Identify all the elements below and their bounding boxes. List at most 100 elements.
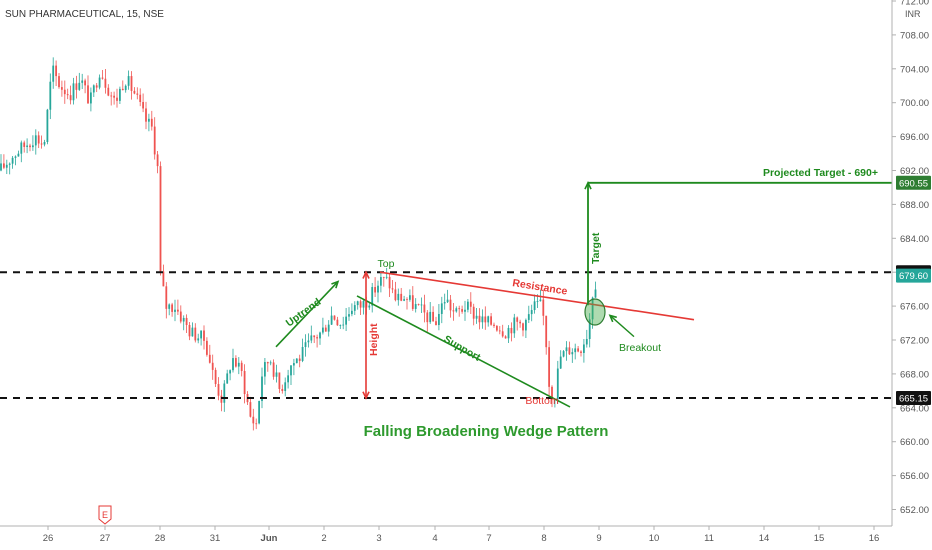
- candle-body: [81, 80, 84, 83]
- candle-body: [330, 315, 333, 325]
- candle-body: [226, 373, 229, 384]
- candle-body: [229, 370, 231, 374]
- x-tick-label: 9: [596, 533, 601, 544]
- candle-body: [11, 157, 14, 164]
- candle-body: [211, 362, 214, 370]
- candle-body: [333, 315, 336, 320]
- y-tick-label: 676.00: [900, 302, 929, 313]
- candle-body: [174, 309, 176, 312]
- candle-body: [591, 297, 594, 320]
- candle-body: [490, 316, 492, 325]
- candle-body: [191, 327, 194, 337]
- earnings-marker-label: E: [102, 510, 108, 520]
- candle-body: [391, 288, 394, 290]
- x-tick-label: 3: [376, 533, 381, 544]
- candle-body: [14, 156, 17, 158]
- candle-body: [298, 358, 301, 361]
- y-tick-label: 704.00: [900, 64, 929, 75]
- candle-body: [475, 315, 478, 319]
- candle-body: [29, 145, 31, 148]
- height-arrow-head-bottom: [362, 391, 370, 400]
- candle-body: [356, 301, 359, 306]
- candle-body: [32, 145, 34, 148]
- candle-body: [481, 316, 484, 323]
- candle-body: [87, 85, 89, 104]
- y-tick-label: 684.00: [900, 234, 929, 245]
- y-tick-label: 664.00: [900, 403, 929, 414]
- support-line: [356, 295, 571, 408]
- candle-body: [188, 325, 191, 337]
- candle-body: [3, 163, 5, 168]
- candle-body: [435, 321, 437, 326]
- uptrend-arrow-head: [331, 280, 340, 289]
- price-badge-bg: [896, 268, 931, 283]
- candle-body: [281, 388, 284, 392]
- candle-body: [498, 330, 501, 332]
- candle-body: [46, 109, 49, 142]
- x-tick-label: 15: [814, 533, 825, 544]
- projected-target-label: Projected Target - 690+: [763, 167, 878, 179]
- candle-body: [110, 95, 113, 97]
- candle-body: [78, 82, 81, 90]
- candle-body: [113, 95, 115, 98]
- horizontal-levels: [0, 271, 892, 400]
- candle-body: [58, 76, 60, 88]
- candle-body: [536, 301, 539, 302]
- candle-body: [156, 154, 159, 167]
- candle-body: [98, 77, 101, 88]
- candle-body: [316, 337, 318, 339]
- x-tick-label: 27: [100, 533, 111, 544]
- candle-body: [478, 315, 481, 323]
- y-tick-label: 700.00: [900, 98, 929, 109]
- candle-body: [322, 327, 324, 333]
- candle-body: [240, 362, 243, 371]
- candle-body: [171, 304, 173, 312]
- candle-body: [469, 301, 472, 307]
- uptrend-arrow-line: [275, 280, 339, 348]
- candle-body: [385, 276, 388, 278]
- candle-body: [362, 300, 365, 308]
- candle-body: [101, 77, 104, 79]
- candle-body: [568, 347, 571, 355]
- candle-body: [301, 347, 304, 361]
- candle-body: [400, 293, 403, 301]
- candle-body: [63, 89, 66, 95]
- candle-body: [206, 340, 208, 355]
- candle-body: [90, 92, 92, 104]
- candle-body: [165, 286, 168, 309]
- candle-body: [104, 78, 107, 88]
- candle-body: [432, 311, 434, 322]
- candle-body: [510, 327, 513, 334]
- height-label: Height: [368, 323, 380, 356]
- candle-body: [348, 314, 350, 317]
- y-axis[interactable]: 652.00 656.00 660.00 664.00 668.00 672.00 676.…: [891, 0, 931, 526]
- candle-body: [496, 325, 498, 331]
- candle-body: [472, 306, 475, 319]
- candle-body: [258, 401, 260, 424]
- candle-body: [237, 362, 240, 367]
- candle-body: [394, 289, 397, 301]
- candle-body: [23, 142, 26, 147]
- candle-body: [252, 416, 255, 424]
- candle-body: [55, 65, 57, 77]
- candle-body: [403, 299, 405, 301]
- x-tick-label: 11: [704, 533, 714, 544]
- candle-body: [177, 309, 179, 312]
- target-label: Target: [590, 232, 602, 264]
- candle-body: [5, 164, 8, 168]
- x-tick-label: 2: [321, 533, 326, 544]
- candle-body: [75, 83, 78, 90]
- candle-body: [290, 365, 292, 376]
- y-tick-label: 688.00: [900, 200, 929, 211]
- height-arrow-head-top: [362, 270, 370, 279]
- candle-body: [516, 317, 519, 322]
- candle-body: [371, 287, 374, 306]
- candle-body: [440, 303, 443, 314]
- candle-body: [95, 85, 98, 88]
- candle-body: [235, 358, 237, 367]
- candle-body: [203, 330, 205, 341]
- candle-body: [525, 319, 527, 331]
- candle-body: [345, 316, 347, 325]
- candle-body: [368, 305, 371, 308]
